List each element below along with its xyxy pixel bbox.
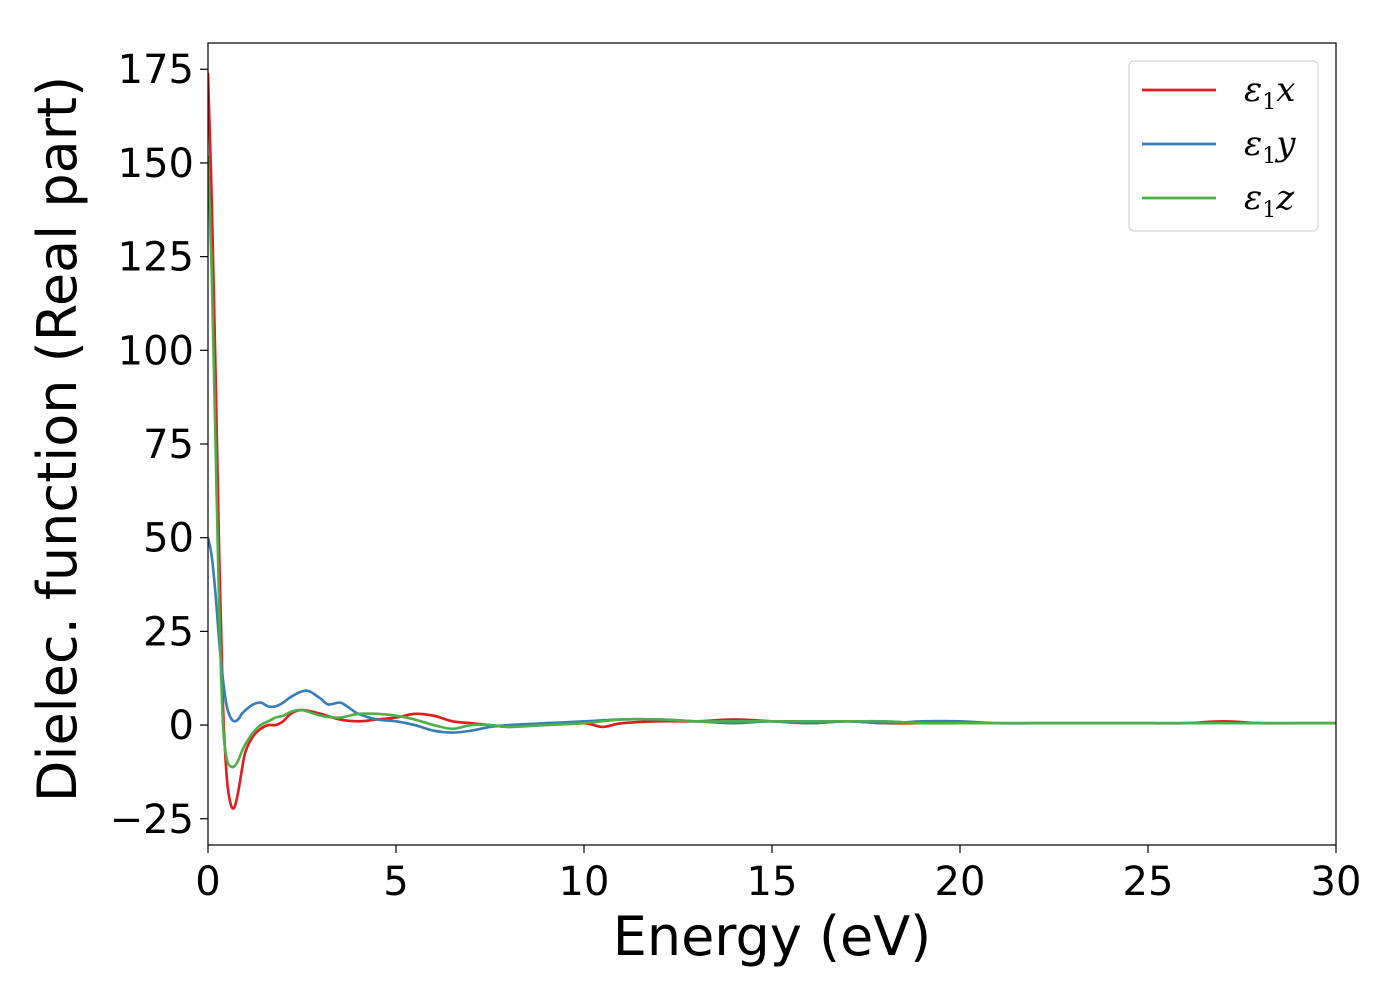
y-tick-label: 175 bbox=[118, 47, 194, 93]
series-line-y bbox=[208, 537, 1336, 734]
x-tick-label: 10 bbox=[559, 859, 610, 905]
legend-entry-z: ε1z bbox=[1142, 178, 1295, 223]
legend: ε1x ε1y ε1z bbox=[1128, 60, 1319, 232]
y-tick-label: 125 bbox=[118, 235, 194, 281]
x-tick-label: 5 bbox=[383, 859, 408, 905]
x-tick-label: 25 bbox=[1123, 859, 1174, 905]
y-tick-label: 25 bbox=[143, 609, 194, 655]
x-tick-label: 30 bbox=[1311, 859, 1362, 905]
legend-label-z: ε1z bbox=[1244, 178, 1295, 223]
y-tick-label: 150 bbox=[118, 141, 194, 187]
y-axis-title: Dielec. function (Real part) bbox=[26, 76, 89, 802]
legend-entry-y: ε1y bbox=[1142, 124, 1296, 169]
y-tick-label: 50 bbox=[143, 516, 194, 562]
series-line-z bbox=[208, 155, 1336, 769]
legend-box bbox=[1128, 60, 1319, 232]
y-axis: −25 0 25 50 75 100 125 150 175 bbox=[110, 47, 208, 843]
y-tick-label: 100 bbox=[118, 328, 194, 374]
x-tick-label: 20 bbox=[935, 859, 986, 905]
legend-label-y: ε1y bbox=[1244, 124, 1296, 169]
y-tick-label: 75 bbox=[143, 422, 194, 468]
x-axis-title: Energy (eV) bbox=[613, 905, 932, 968]
legend-label-x: ε1x bbox=[1244, 70, 1295, 115]
x-axis: 0 5 10 15 20 25 30 bbox=[195, 845, 1361, 905]
series-layer bbox=[208, 72, 1336, 810]
x-tick-label: 0 bbox=[195, 859, 220, 905]
x-tick-label: 15 bbox=[747, 859, 798, 905]
legend-entry-x: ε1x bbox=[1142, 70, 1295, 115]
y-tick-label: 0 bbox=[169, 703, 194, 749]
y-tick-label: −25 bbox=[110, 797, 194, 843]
